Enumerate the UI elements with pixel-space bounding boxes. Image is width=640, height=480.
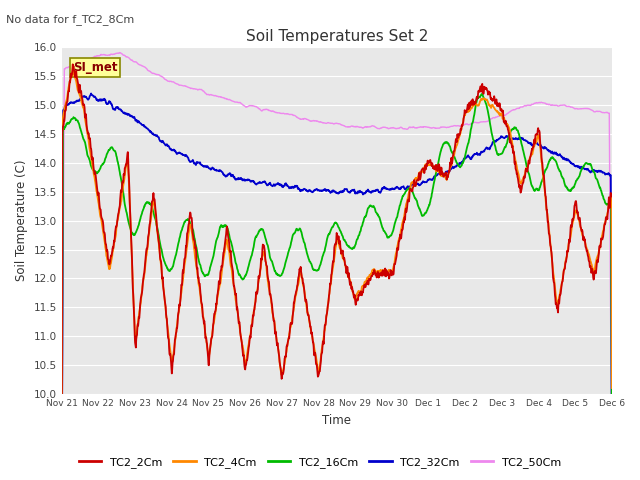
Title: Soil Temperatures Set 2: Soil Temperatures Set 2 bbox=[246, 29, 428, 44]
Legend: TC2_2Cm, TC2_4Cm, TC2_16Cm, TC2_32Cm, TC2_50Cm: TC2_2Cm, TC2_4Cm, TC2_16Cm, TC2_32Cm, TC… bbox=[74, 452, 566, 472]
X-axis label: Time: Time bbox=[323, 414, 351, 427]
Y-axis label: Soil Temperature (C): Soil Temperature (C) bbox=[15, 160, 28, 281]
Text: No data for f_TC2_8Cm: No data for f_TC2_8Cm bbox=[6, 14, 134, 25]
Text: SI_met: SI_met bbox=[73, 61, 117, 74]
